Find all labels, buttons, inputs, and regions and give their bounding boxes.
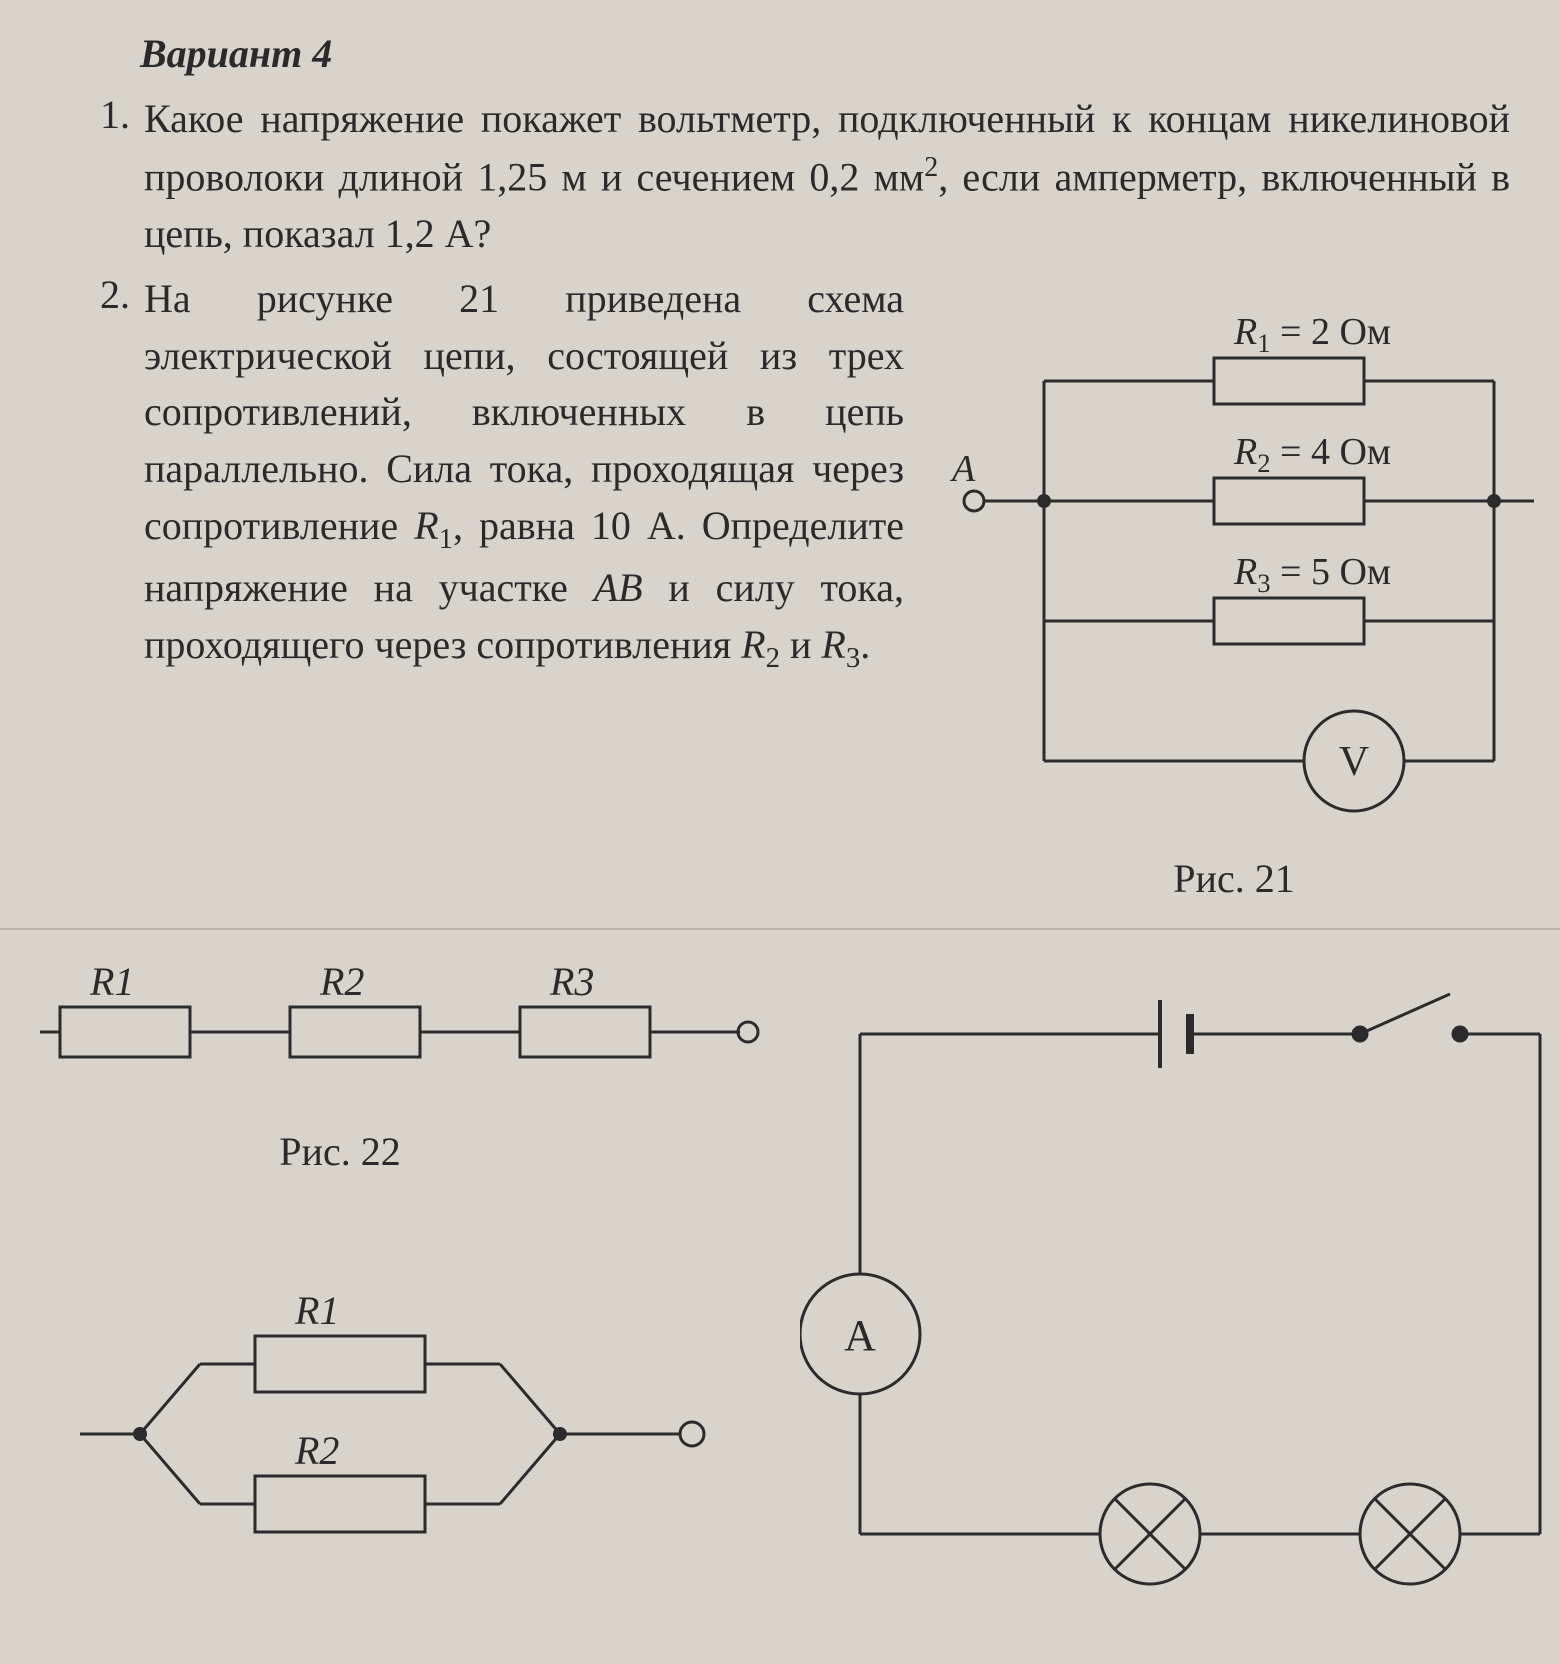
svg-text:R1: R1 (89, 959, 134, 1004)
figure-22-caption: Рис. 22 (210, 1128, 470, 1175)
svg-text:R1: R1 (294, 1288, 339, 1333)
figure-21-caption: Рис. 21 (934, 855, 1534, 902)
problem-1-text: Какое напряжение покажет вольтметр, подк… (144, 91, 1510, 263)
circuit-22-svg: R1 R2 R3 (40, 954, 760, 1074)
p1-sup: 2 (924, 152, 938, 183)
lower-figures: R1R2R3 Рис. 22 R1R2 A (100, 954, 1510, 1664)
figure-21: A R1 = 2 Ом R2 = 4 Ом R3 = 5 Ом V Рис. 21 (904, 271, 1534, 902)
p2-R1: R (414, 503, 438, 548)
svg-text:A: A (844, 1311, 876, 1360)
p2-R1s: 1 (439, 523, 453, 555)
circuit-23-svg: R1 R2 (80, 1274, 720, 1594)
svg-text:R2: R2 (319, 959, 364, 1004)
circuit-24-svg: A (800, 974, 1560, 1594)
problem-1-number: 1. (100, 91, 144, 138)
svg-text:R3: R3 (549, 959, 594, 1004)
svg-text:V: V (1339, 739, 1369, 785)
circuit-21-svg: A R1 = 2 Ом R2 = 4 Ом R3 = 5 Ом V (934, 281, 1534, 841)
page: Вариант 4 1. Какое напряжение покажет во… (0, 0, 1560, 1664)
p2-R3: R (821, 622, 845, 667)
svg-text:R1 = 2 Ом: R1 = 2 Ом (1233, 311, 1391, 358)
problem-2-text: На рисунке 21 приведена схема электричес… (144, 271, 904, 679)
p2-dot: . (860, 622, 870, 667)
svg-text:A: A (949, 448, 976, 490)
p2-R2: R (741, 622, 765, 667)
page-divider (0, 928, 1560, 930)
problem-2-number: 2. (100, 271, 144, 318)
svg-text:R2: R2 (294, 1428, 339, 1473)
p2-R2s: 2 (766, 642, 780, 674)
problem-2: 2. На рисунке 21 приведена схема электри… (100, 271, 1510, 902)
variant-header: Вариант 4 (100, 30, 1510, 77)
p2-AB: AB (594, 565, 643, 610)
problem-1: 1. Какое напряжение покажет вольтметр, п… (100, 91, 1510, 263)
p2-and: и (780, 622, 821, 667)
p2-R3s: 3 (846, 642, 860, 674)
svg-text:R2 = 4 Ом: R2 = 4 Ом (1233, 431, 1391, 478)
svg-text:R3 = 5 Ом: R3 = 5 Ом (1233, 551, 1391, 598)
